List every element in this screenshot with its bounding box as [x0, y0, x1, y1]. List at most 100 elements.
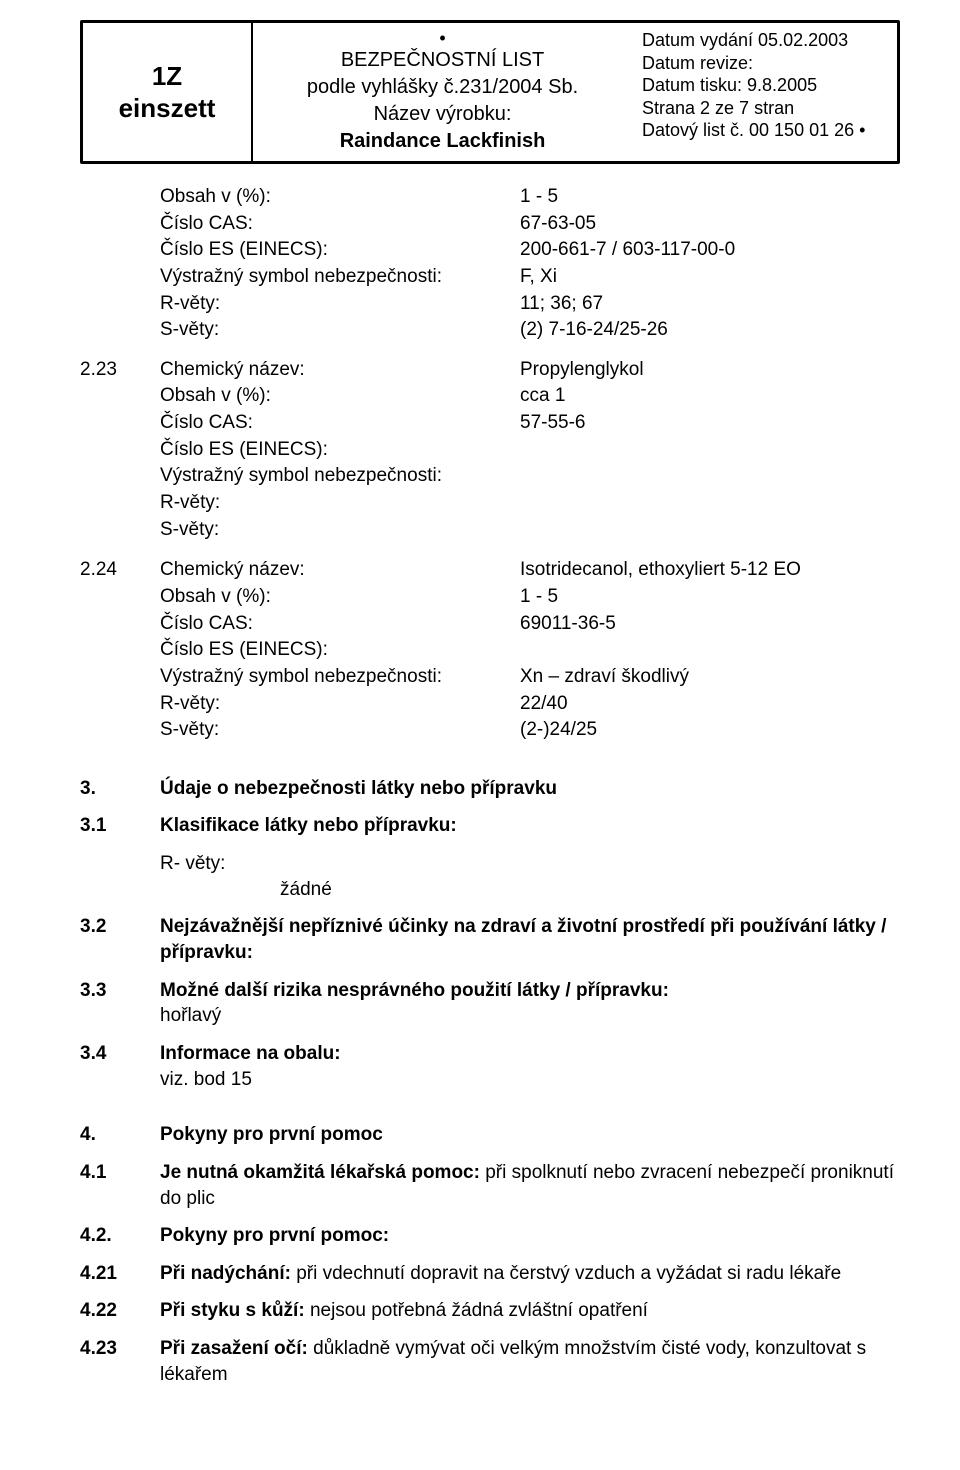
section-4-23: 4.23 Při zasažení očí: důkladně vymývat …	[80, 1336, 900, 1387]
section-4-heading: 4. Pokyny pro první pomoc	[80, 1122, 900, 1148]
field-label: S-věty:	[160, 517, 520, 543]
field-value: 1 - 5	[520, 184, 900, 210]
section-number: 3.	[80, 776, 160, 802]
company-line-1: 1Z	[152, 60, 182, 93]
section-3-2: 3.2 Nejzávažnější nepříznivé účinky na z…	[80, 914, 900, 965]
field-label: Výstražný symbol nebezpečnosti:	[160, 463, 520, 489]
subsection-number: 4.2.	[80, 1223, 160, 1249]
field-value: 200-661-7 / 603-117-00-0	[520, 237, 900, 263]
subsection-number: 4.22	[80, 1298, 160, 1324]
header-meta: Datum vydání 05.02.2003 Datum revize: Da…	[632, 23, 897, 161]
section-title: Pokyny pro první pomoc	[160, 1122, 900, 1148]
subsection-body: nejsou potřebná žádná zvláštní opatření	[305, 1300, 648, 1321]
field-label: S-věty:	[160, 317, 520, 343]
section-3-1: 3.1 Klasifikace látky nebo přípravku:	[80, 813, 900, 839]
subsection-title: Pokyny pro první pomoc:	[160, 1223, 900, 1249]
section-4-2: 4.2. Pokyny pro první pomoc:	[80, 1223, 900, 1249]
subsection-title: Klasifikace látky nebo přípravku:	[160, 813, 900, 839]
page-number: Strana 2 ze 7 stran	[642, 97, 891, 120]
r-phrases-label: R- věty:	[160, 851, 900, 877]
date-print: Datum tisku: 9.8.2005	[642, 74, 891, 97]
field-label: Obsah v (%):	[160, 584, 520, 610]
component-block-continued: Obsah v (%):1 - 5 Číslo CAS:67-63-05 Čís…	[80, 184, 900, 343]
field-label: Číslo ES (EINECS):	[160, 637, 520, 663]
doc-type: BEZPEČNOSTNÍ LIST	[259, 47, 626, 74]
subsection-title: Je nutná okamžitá lékařská pomoc:	[160, 1162, 480, 1183]
date-revision: Datum revize:	[642, 52, 891, 75]
field-label: Obsah v (%):	[160, 184, 520, 210]
field-value: (2-)24/25	[520, 717, 900, 743]
document-header: 1Z einszett • BEZPEČNOSTNÍ LIST podle vy…	[80, 20, 900, 164]
section-title: Údaje o nebezpečnosti látky nebo příprav…	[160, 776, 900, 802]
field-label: Chemický název:	[160, 557, 520, 583]
company-line-2: einszett	[119, 92, 216, 125]
field-value	[520, 463, 900, 489]
subsection-body: viz. bod 15	[160, 1069, 252, 1090]
field-value	[520, 517, 900, 543]
subsection-title: Nejzávažnější nepříznivé účinky na zdrav…	[160, 914, 900, 965]
field-value: 57-55-6	[520, 410, 900, 436]
subsection-title: Informace na obalu:	[160, 1043, 341, 1064]
product-label: Název výrobku:	[259, 101, 626, 128]
field-value: Xn – zdraví škodlivý	[520, 664, 900, 690]
subsection-title: Při zasažení očí:	[160, 1338, 308, 1359]
field-label: Číslo CAS:	[160, 410, 520, 436]
field-value	[520, 490, 900, 516]
date-issued: Datum vydání 05.02.2003	[642, 29, 891, 52]
subsection-number: 4.21	[80, 1261, 160, 1287]
subsection-title: Při nadýchání:	[160, 1263, 291, 1284]
section-3-3: 3.3 Možné další rizika nesprávného použi…	[80, 978, 900, 1029]
field-value: cca 1	[520, 383, 900, 409]
field-value: (2) 7-16-24/25-26	[520, 317, 900, 343]
subsection-number: 4.1	[80, 1160, 160, 1211]
header-company: 1Z einszett	[83, 23, 253, 161]
field-value	[520, 437, 900, 463]
field-value: 1 - 5	[520, 584, 900, 610]
field-label: S-věty:	[160, 717, 520, 743]
field-value: 11; 36; 67	[520, 291, 900, 317]
subsection-number: 4.23	[80, 1336, 160, 1387]
r-phrases-block: R- věty: žádné	[80, 851, 900, 902]
field-label: Obsah v (%):	[160, 383, 520, 409]
section-4-1: 4.1 Je nutná okamžitá lékařská pomoc: př…	[80, 1160, 900, 1211]
field-label: R-věty:	[160, 490, 520, 516]
component-block-2-23: 2.23 Chemický název:Propylenglykol Obsah…	[80, 357, 900, 543]
field-label: Výstražný symbol nebezpečnosti:	[160, 664, 520, 690]
field-value: Isotridecanol, ethoxyliert 5-12 EO	[520, 557, 900, 583]
field-value: Propylenglykol	[520, 357, 900, 383]
item-number: 2.23	[80, 357, 160, 543]
field-label: Číslo ES (EINECS):	[160, 437, 520, 463]
item-number: 2.24	[80, 557, 160, 743]
header-title-block: • BEZPEČNOSTNÍ LIST podle vyhlášky č.231…	[253, 23, 632, 161]
field-value: 69011-36-5	[520, 611, 900, 637]
r-phrases-value: žádné	[160, 877, 900, 903]
sheet-number: Datový list č. 00 150 01 26 •	[642, 119, 891, 142]
subsection-title: Možné další rizika nesprávného použití l…	[160, 980, 669, 1001]
section-4-21: 4.21 Při nadýchání: při vdechnutí doprav…	[80, 1261, 900, 1287]
product-name: Raindance Lackfinish	[259, 128, 626, 155]
page: 1Z einszett • BEZPEČNOSTNÍ LIST podle vy…	[0, 0, 960, 1470]
subsection-number: 3.1	[80, 813, 160, 839]
section-3-heading: 3. Údaje o nebezpečnosti látky nebo příp…	[80, 776, 900, 802]
field-value: 67-63-05	[520, 211, 900, 237]
field-label: Chemický název:	[160, 357, 520, 383]
field-label: Číslo CAS:	[160, 211, 520, 237]
field-label: Číslo CAS:	[160, 611, 520, 637]
field-label: Výstražný symbol nebezpečnosti:	[160, 264, 520, 290]
subsection-number: 3.2	[80, 914, 160, 965]
field-value: 22/40	[520, 691, 900, 717]
field-value: F, Xi	[520, 264, 900, 290]
field-value	[520, 637, 900, 663]
field-label: Číslo ES (EINECS):	[160, 237, 520, 263]
subsection-body: hořlavý	[160, 1005, 221, 1026]
subsection-number: 3.3	[80, 978, 160, 1029]
subsection-body: při vdechnutí dopravit na čerstvý vzduch…	[291, 1263, 841, 1284]
subsection-number: 3.4	[80, 1041, 160, 1092]
component-block-2-24: 2.24 Chemický název:Isotridecanol, ethox…	[80, 557, 900, 743]
field-label: R-věty:	[160, 291, 520, 317]
bullet-icon: •	[259, 29, 626, 47]
section-number: 4.	[80, 1122, 160, 1148]
field-label: R-věty:	[160, 691, 520, 717]
section-4-22: 4.22 Při styku s kůží: nejsou potřebná ž…	[80, 1298, 900, 1324]
subsection-title: Při styku s kůží:	[160, 1300, 305, 1321]
